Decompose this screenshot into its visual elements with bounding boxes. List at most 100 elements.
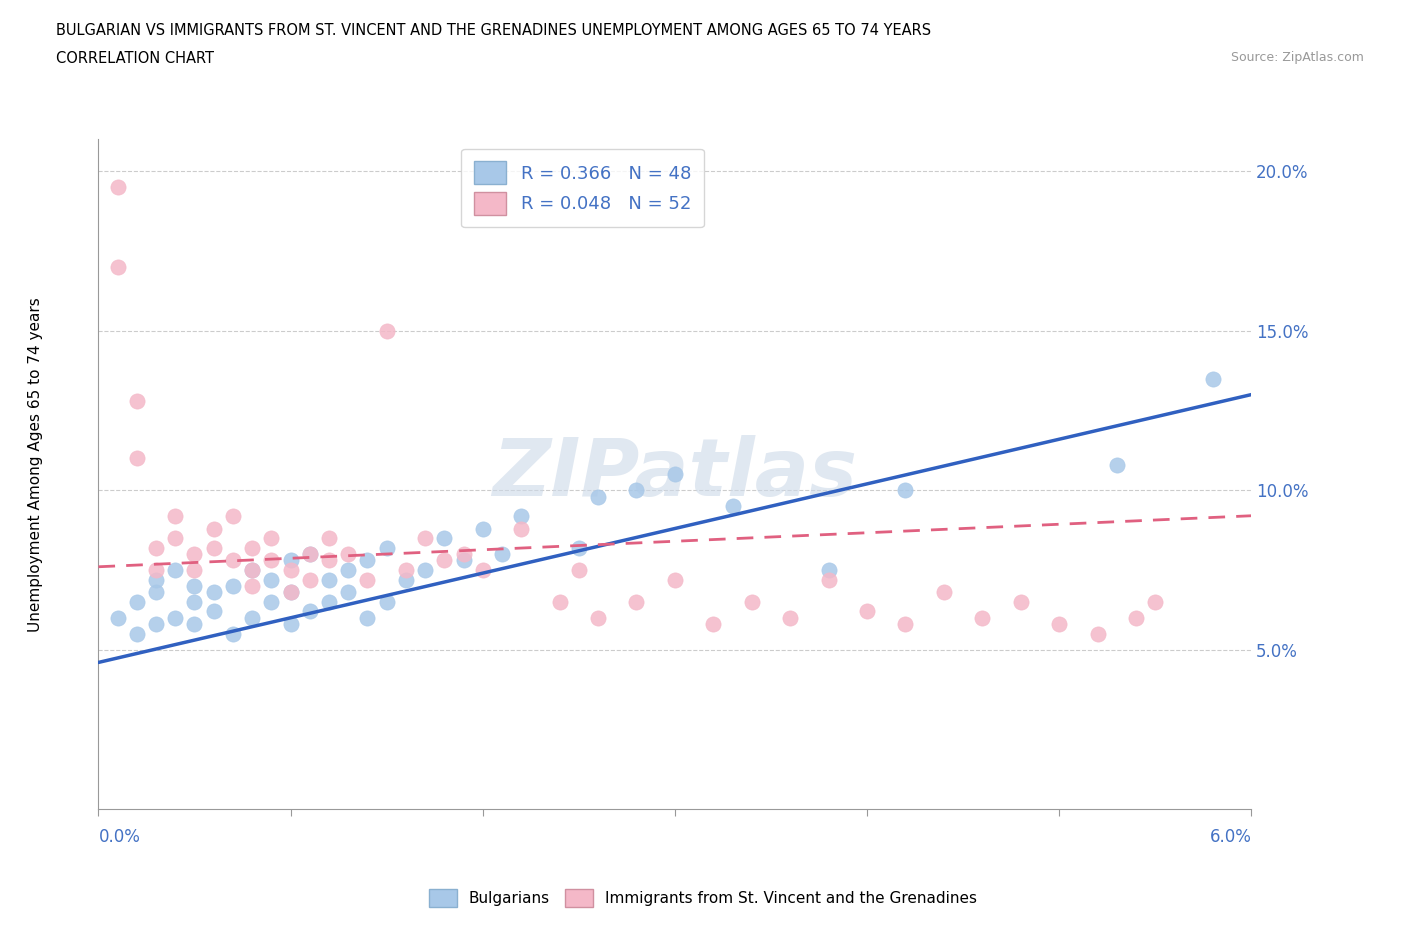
Point <box>413 563 436 578</box>
Point <box>280 617 302 631</box>
Point <box>413 531 436 546</box>
Text: Source: ZipAtlas.com: Source: ZipAtlas.com <box>1230 51 1364 64</box>
Point <box>375 324 398 339</box>
Point <box>433 531 456 546</box>
Point <box>568 563 591 578</box>
Point <box>779 610 801 625</box>
Point <box>280 585 302 600</box>
Point <box>183 547 205 562</box>
Point <box>741 594 763 609</box>
Point <box>586 489 609 504</box>
Point <box>145 617 167 631</box>
Text: 6.0%: 6.0% <box>1209 828 1251 845</box>
Point <box>240 540 263 555</box>
Text: CORRELATION CHART: CORRELATION CHART <box>56 51 214 66</box>
Point <box>145 585 167 600</box>
Point <box>1144 594 1167 609</box>
Point <box>586 610 609 625</box>
Point <box>1202 371 1225 386</box>
Point <box>298 604 321 618</box>
Point <box>240 563 263 578</box>
Point <box>107 179 129 194</box>
Point <box>145 540 167 555</box>
Point <box>1047 617 1070 631</box>
Point <box>702 617 724 631</box>
Point <box>817 572 839 587</box>
Point <box>318 572 340 587</box>
Point <box>337 563 360 578</box>
Point <box>222 578 245 593</box>
Point <box>1010 594 1032 609</box>
Point <box>318 531 340 546</box>
Point <box>260 531 283 546</box>
Point <box>894 617 917 631</box>
Point <box>721 498 744 513</box>
Point <box>202 585 225 600</box>
Point <box>280 585 302 600</box>
Point <box>894 483 917 498</box>
Point <box>433 553 456 568</box>
Point <box>145 572 167 587</box>
Point <box>356 553 378 568</box>
Point <box>453 553 475 568</box>
Point <box>240 610 263 625</box>
Point <box>856 604 879 618</box>
Point <box>165 610 187 625</box>
Point <box>280 553 302 568</box>
Point <box>1087 626 1109 641</box>
Point <box>664 572 686 587</box>
Point <box>626 594 648 609</box>
Point <box>202 604 225 618</box>
Point <box>510 521 533 536</box>
Point <box>395 572 418 587</box>
Point <box>298 547 321 562</box>
Point <box>817 563 839 578</box>
Point <box>125 626 148 641</box>
Point <box>626 483 648 498</box>
Point <box>1105 458 1128 472</box>
Point <box>145 563 167 578</box>
Text: ZIPatlas: ZIPatlas <box>492 435 858 513</box>
Point <box>453 547 475 562</box>
Point <box>337 547 360 562</box>
Point <box>260 572 283 587</box>
Point <box>471 521 494 536</box>
Point <box>107 610 129 625</box>
Point <box>298 547 321 562</box>
Point <box>548 594 571 609</box>
Point <box>356 572 378 587</box>
Point <box>183 578 205 593</box>
Point <box>318 594 340 609</box>
Legend: Bulgarians, Immigrants from St. Vincent and the Grenadines: Bulgarians, Immigrants from St. Vincent … <box>423 884 983 913</box>
Point <box>337 585 360 600</box>
Point <box>125 594 148 609</box>
Point <box>165 531 187 546</box>
Point <box>183 563 205 578</box>
Point <box>165 563 187 578</box>
Point <box>318 553 340 568</box>
Text: BULGARIAN VS IMMIGRANTS FROM ST. VINCENT AND THE GRENADINES UNEMPLOYMENT AMONG A: BULGARIAN VS IMMIGRANTS FROM ST. VINCENT… <box>56 23 931 38</box>
Point <box>107 259 129 274</box>
Text: 0.0%: 0.0% <box>98 828 141 845</box>
Point <box>395 563 418 578</box>
Point <box>240 563 263 578</box>
Point <box>165 509 187 524</box>
Point <box>202 540 225 555</box>
Point <box>932 585 955 600</box>
Legend: R = 0.366   N = 48, R = 0.048   N = 52: R = 0.366 N = 48, R = 0.048 N = 52 <box>461 149 704 228</box>
Point <box>972 610 994 625</box>
Point <box>356 610 378 625</box>
Point <box>222 626 245 641</box>
Point <box>125 393 148 408</box>
Point <box>375 540 398 555</box>
Point <box>375 594 398 609</box>
Point <box>202 521 225 536</box>
Point <box>298 572 321 587</box>
Point <box>568 540 591 555</box>
Point <box>664 467 686 482</box>
Point <box>125 451 148 466</box>
Point <box>183 617 205 631</box>
Point <box>510 509 533 524</box>
Point <box>260 594 283 609</box>
Point <box>222 509 245 524</box>
